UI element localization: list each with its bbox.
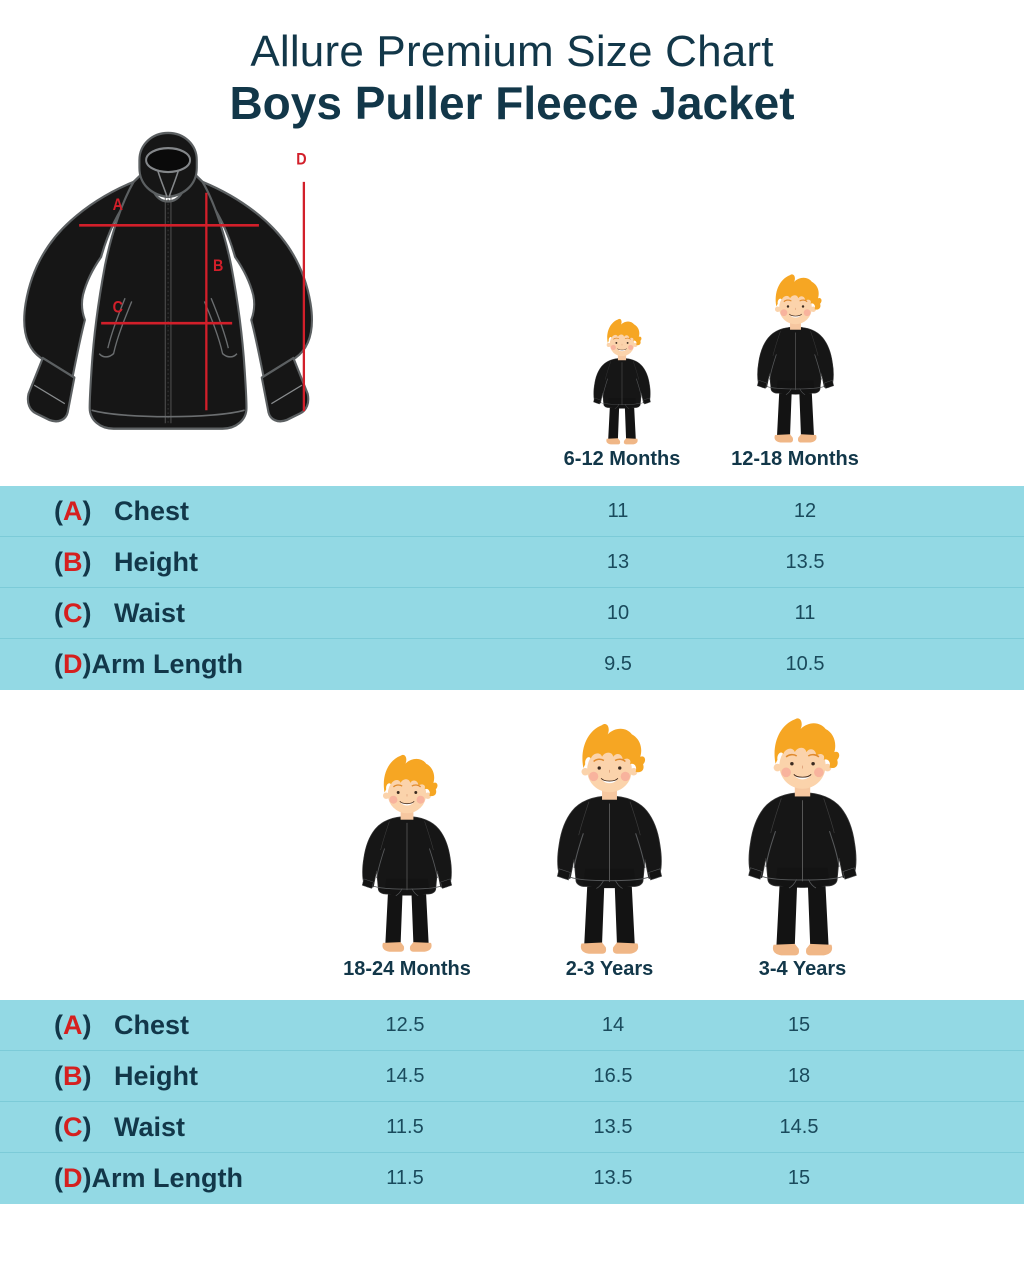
svg-text:C: C <box>113 299 123 317</box>
svg-text:A: A <box>113 196 123 214</box>
svg-text:D: D <box>296 151 306 169</box>
svg-text:B: B <box>213 257 223 275</box>
